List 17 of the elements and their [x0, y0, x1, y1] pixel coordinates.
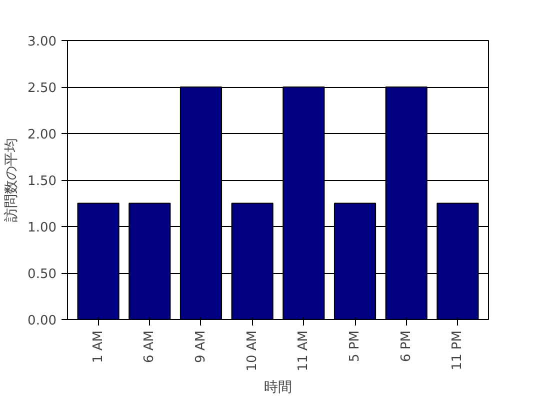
x-tick-label: 6 AM [142, 330, 158, 364]
y-tick-label: 2.00 [28, 128, 57, 142]
y-tick-label: 1.00 [28, 220, 57, 236]
x-tick-label: 10 AM [244, 330, 260, 372]
x-tick-label: 11 PM [450, 330, 466, 370]
x-tick-label: 11 AM [296, 330, 312, 372]
y-tick-label: 0.00 [28, 314, 57, 328]
y-tick-label: 0.50 [28, 267, 57, 282]
x-tick-label: 9 AM [193, 330, 208, 364]
y-tick-label: 3.00 [28, 34, 57, 50]
x-tick-label: 6 PM [398, 330, 414, 362]
x-axis-title: 時間 [264, 379, 292, 396]
y-tick-label: 1.50 [28, 174, 57, 189]
y-tick-label: 2.50 [28, 81, 57, 96]
x-tick-label: 1 AM [90, 330, 106, 364]
x-tick-label: 5 PM [348, 330, 363, 362]
y-axis-title: 訪問数の平均 [4, 138, 20, 222]
